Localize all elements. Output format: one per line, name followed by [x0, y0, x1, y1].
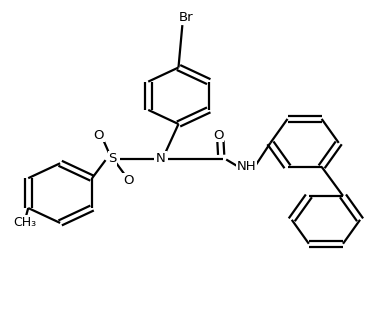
Text: Br: Br [179, 11, 194, 24]
Text: S: S [108, 152, 117, 165]
Text: O: O [94, 128, 104, 142]
Text: N: N [156, 152, 166, 165]
Text: O: O [123, 174, 133, 187]
Text: O: O [213, 128, 224, 142]
Text: NH: NH [237, 160, 256, 173]
Text: CH₃: CH₃ [13, 216, 36, 229]
